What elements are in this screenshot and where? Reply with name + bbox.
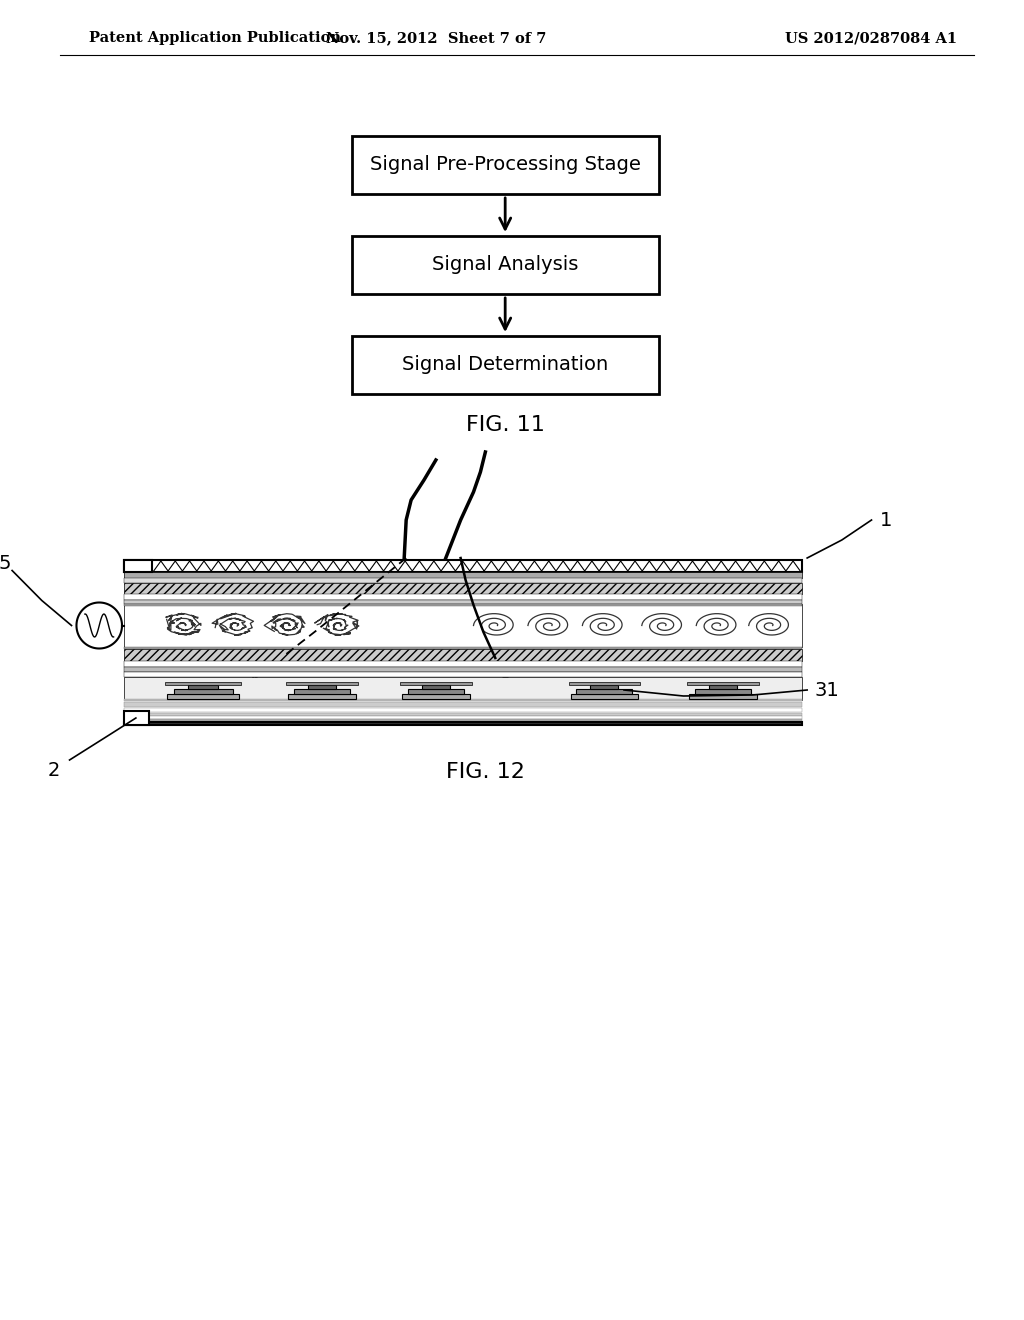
Bar bbox=[124, 661, 802, 667]
Bar bbox=[287, 682, 357, 685]
Text: Signal Analysis: Signal Analysis bbox=[432, 256, 579, 275]
Bar bbox=[168, 694, 239, 700]
Bar bbox=[409, 689, 464, 694]
Bar bbox=[174, 689, 232, 694]
Bar bbox=[124, 700, 802, 701]
Bar bbox=[400, 682, 471, 685]
Text: FIG. 12: FIG. 12 bbox=[445, 762, 525, 781]
Text: 1: 1 bbox=[880, 511, 892, 529]
Bar bbox=[308, 685, 336, 689]
Bar bbox=[124, 578, 802, 583]
Bar bbox=[124, 583, 802, 594]
Text: 5: 5 bbox=[0, 554, 11, 573]
Bar bbox=[124, 647, 802, 649]
Bar bbox=[165, 682, 241, 685]
Bar bbox=[124, 702, 802, 708]
Text: 31: 31 bbox=[814, 681, 839, 700]
Bar bbox=[124, 672, 802, 677]
Bar bbox=[124, 711, 148, 725]
Bar bbox=[124, 667, 802, 672]
Bar bbox=[188, 685, 218, 689]
Bar bbox=[124, 708, 802, 711]
Bar bbox=[294, 689, 350, 694]
Bar bbox=[351, 337, 658, 393]
Bar bbox=[124, 722, 802, 725]
Bar bbox=[695, 689, 751, 694]
Bar bbox=[710, 685, 737, 689]
Bar bbox=[124, 605, 802, 606]
Bar bbox=[351, 136, 658, 194]
Text: FIG. 11: FIG. 11 bbox=[466, 414, 545, 436]
Bar bbox=[577, 689, 632, 694]
Text: US 2012/0287084 A1: US 2012/0287084 A1 bbox=[785, 30, 957, 45]
Bar bbox=[568, 682, 640, 685]
Text: 2: 2 bbox=[47, 760, 59, 780]
Text: Patent Application Publication: Patent Application Publication bbox=[89, 30, 341, 45]
Bar bbox=[124, 715, 802, 719]
Bar bbox=[422, 685, 450, 689]
Bar bbox=[289, 694, 355, 700]
Bar bbox=[124, 677, 802, 700]
Bar bbox=[351, 236, 658, 294]
Text: Signal Pre-Processing Stage: Signal Pre-Processing Stage bbox=[370, 156, 641, 174]
Bar bbox=[124, 560, 802, 572]
Text: Signal Determination: Signal Determination bbox=[402, 355, 608, 375]
Bar bbox=[124, 719, 802, 722]
Bar bbox=[124, 560, 152, 572]
Bar bbox=[687, 682, 759, 685]
Bar bbox=[124, 713, 802, 715]
Bar bbox=[402, 694, 470, 700]
Bar bbox=[590, 685, 618, 689]
Text: Nov. 15, 2012  Sheet 7 of 7: Nov. 15, 2012 Sheet 7 of 7 bbox=[326, 30, 546, 45]
Bar bbox=[124, 572, 802, 578]
Bar bbox=[570, 694, 638, 700]
Bar bbox=[124, 649, 802, 661]
Bar bbox=[689, 694, 757, 700]
Bar bbox=[124, 594, 802, 601]
Bar bbox=[124, 722, 802, 725]
Bar bbox=[124, 605, 802, 647]
Bar bbox=[124, 601, 802, 605]
